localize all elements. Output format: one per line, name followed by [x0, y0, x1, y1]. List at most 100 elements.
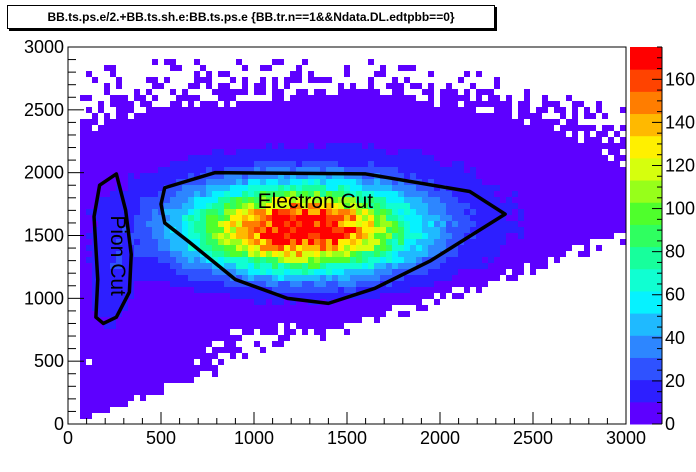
heatmap-cell: [374, 125, 380, 131]
heatmap-cell: [170, 167, 176, 173]
heatmap-cell: [530, 245, 536, 251]
heatmap-cell: [320, 95, 326, 101]
heatmap-cell: [182, 323, 188, 329]
heatmap-cell: [332, 293, 338, 299]
heatmap-cell: [260, 305, 266, 311]
heatmap-cell: [278, 335, 284, 341]
heatmap-cell: [200, 107, 206, 113]
heatmap-cell: [200, 149, 206, 155]
heatmap-cell: [236, 125, 242, 131]
heatmap-cell: [248, 215, 254, 221]
heatmap-cell: [230, 305, 236, 311]
heatmap-cell: [326, 173, 332, 179]
heatmap-cell: [596, 215, 602, 221]
heatmap-cell: [110, 227, 116, 233]
heatmap-cell: [404, 233, 410, 239]
heatmap-cell: [308, 95, 314, 101]
heatmap-cell: [116, 359, 122, 365]
heatmap-cell: [86, 365, 92, 371]
heatmap-cell: [254, 125, 260, 131]
heatmap-cell: [98, 179, 104, 185]
heatmap-cell: [140, 293, 146, 299]
heatmap-cell: [146, 149, 152, 155]
heatmap-cell: [518, 137, 524, 143]
heatmap-cell: [176, 143, 182, 149]
heatmap-cell: [272, 299, 278, 305]
heatmap-cell: [476, 191, 482, 197]
heatmap-cell: [212, 275, 218, 281]
heatmap-cell: [524, 155, 530, 161]
heatmap-cell: [398, 179, 404, 185]
heatmap-cell: [296, 143, 302, 149]
heatmap-cell: [188, 311, 194, 317]
heatmap-cell: [200, 239, 206, 245]
heatmap-cell: [224, 221, 230, 227]
heatmap-cell: [236, 257, 242, 263]
heatmap-cell: [146, 197, 152, 203]
heatmap-cell: [242, 233, 248, 239]
heatmap-cell: [512, 137, 518, 143]
heatmap-cell: [524, 209, 530, 215]
heatmap-cell: [362, 245, 368, 251]
heatmap-cell: [272, 329, 278, 335]
heatmap-cell: [350, 191, 356, 197]
heatmap-cell: [92, 335, 98, 341]
heatmap-cell: [98, 107, 104, 113]
heatmap-cell: [446, 287, 452, 293]
heatmap-cell: [80, 389, 86, 395]
heatmap-cell: [116, 203, 122, 209]
heatmap-cell: [254, 173, 260, 179]
heatmap-cell: [104, 341, 110, 347]
heatmap-cell: [146, 305, 152, 311]
heatmap-cell: [134, 275, 140, 281]
heatmap-cell: [104, 197, 110, 203]
heatmap-cell: [386, 107, 392, 113]
heatmap-cell: [614, 197, 620, 203]
heatmap-cell: [356, 317, 362, 323]
heatmap-cell: [422, 161, 428, 167]
heatmap-cell: [290, 185, 296, 191]
heatmap-cell: [188, 95, 194, 101]
heatmap-cell: [134, 341, 140, 347]
heatmap-cell: [392, 113, 398, 119]
x-tick-label: 1500: [327, 428, 367, 448]
heatmap-cell: [536, 221, 542, 227]
heatmap-cell: [548, 197, 554, 203]
heatmap-cell: [446, 221, 452, 227]
heatmap-cell: [458, 107, 464, 113]
heatmap-cell: [404, 251, 410, 257]
heatmap-cell: [326, 197, 332, 203]
heatmap-cell: [104, 365, 110, 371]
heatmap-cell: [554, 173, 560, 179]
heatmap-cell: [452, 107, 458, 113]
heatmap-cell: [452, 89, 458, 95]
heatmap-cell: [362, 95, 368, 101]
heatmap-cell: [440, 275, 446, 281]
heatmap-cell: [164, 323, 170, 329]
heatmap-cell: [290, 287, 296, 293]
heatmap-cell: [284, 119, 290, 125]
heatmap-cell: [440, 137, 446, 143]
heatmap-cell: [284, 173, 290, 179]
heatmap-cell: [356, 293, 362, 299]
heatmap-cell: [326, 311, 332, 317]
heatmap-cell: [80, 311, 86, 317]
heatmap-cell: [272, 227, 278, 233]
heatmap-cell: [374, 113, 380, 119]
heatmap-cell: [152, 359, 158, 365]
heatmap-cell: [272, 143, 278, 149]
heatmap-cell: [374, 155, 380, 161]
heatmap-cell: [98, 257, 104, 263]
heatmap-cell: [416, 239, 422, 245]
heatmap-cell: [242, 215, 248, 221]
heatmap-cell: [530, 125, 536, 131]
heatmap-cell: [278, 173, 284, 179]
heatmap-cell: [602, 233, 608, 239]
heatmap-cell: [554, 161, 560, 167]
heatmap-cell: [518, 215, 524, 221]
heatmap-cell: [230, 89, 236, 95]
heatmap-cell: [530, 197, 536, 203]
heatmap-cell: [518, 269, 524, 275]
y-tick-label: 500: [34, 351, 64, 371]
heatmap-cell: [398, 281, 404, 287]
